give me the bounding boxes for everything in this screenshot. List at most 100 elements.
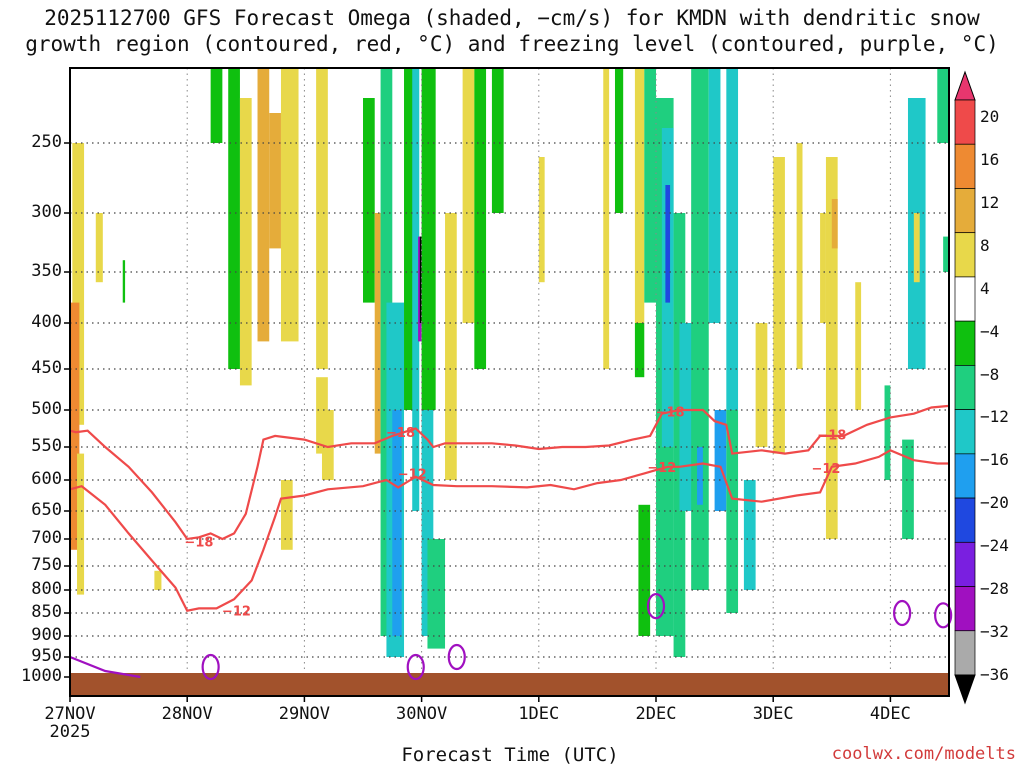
colorbar-label: −32 — [980, 622, 1009, 642]
omega-cell — [913, 213, 920, 283]
colorbar-swatch — [954, 409, 976, 455]
colorbar-label: −36 — [980, 665, 1009, 684]
x-tick-label: 27NOV — [44, 704, 96, 724]
colorbar-label: 16 — [980, 149, 1000, 169]
omega-cell — [374, 213, 381, 454]
omega-cell — [363, 98, 375, 303]
omega-cell — [280, 68, 299, 342]
freezing-contour — [447, 643, 466, 671]
omega-cell — [154, 570, 162, 590]
chart-title-line2: growth region (contoured, red, °C) and f… — [25, 32, 999, 56]
colorbar-swatch — [954, 365, 976, 410]
colorbar-label: 12 — [980, 192, 1000, 212]
omega-cell — [614, 68, 624, 213]
omega-cell — [943, 236, 949, 272]
omega-cell — [796, 143, 803, 369]
colorbar-swatch — [954, 497, 976, 543]
omega-cell — [321, 410, 334, 480]
x-tick-sublabel: 2025 — [49, 722, 91, 742]
omega-cell — [392, 410, 402, 636]
omega-cell — [634, 323, 645, 378]
omega-cell — [714, 410, 727, 511]
omega-cell — [269, 113, 281, 249]
colorbar-swatch — [954, 630, 976, 676]
omega-cell — [77, 453, 85, 595]
colorbar-label: 4 — [980, 278, 990, 298]
colorbar-label: −24 — [980, 536, 1009, 556]
x-tick-label: 30NOV — [396, 704, 448, 724]
freezing-contour — [406, 653, 425, 681]
omega-cell — [708, 68, 721, 323]
y-tick-label: 750 — [31, 555, 62, 575]
colorbar-swatch — [954, 320, 976, 366]
colorbar-label: 8 — [980, 235, 990, 255]
chart-title-line1: 2025112700 GFS Forecast Omega (shaded, −… — [44, 6, 980, 30]
omega-cell — [491, 68, 504, 213]
contour-label: −18 — [386, 426, 415, 441]
omega-cell — [427, 539, 446, 649]
colorbar-swatch — [954, 541, 976, 587]
colorbar-top-arrow — [954, 70, 976, 101]
omega-cell — [538, 157, 545, 283]
y-tick-label: 800 — [31, 579, 62, 599]
y-tick-label: 450 — [31, 358, 62, 378]
colorbar-label: 20 — [980, 107, 1000, 126]
contour-line — [69, 404, 950, 541]
colorbar-label: −4 — [980, 321, 1000, 341]
contour-label: −18 — [184, 536, 213, 551]
omega-cell — [421, 68, 436, 410]
colorbar-label: −28 — [980, 579, 1009, 599]
y-tick-label: 600 — [31, 469, 62, 489]
credit-link[interactable]: coolwx.com/modelts — [831, 744, 1016, 764]
colorbar-swatch — [954, 143, 976, 189]
omega-cell — [603, 68, 610, 369]
x-tick-label: 28NOV — [161, 704, 213, 724]
colorbar-label: −16 — [980, 450, 1009, 470]
omega-cell — [726, 410, 739, 613]
omega-cell — [831, 199, 838, 249]
omega-cell — [726, 68, 739, 410]
omega-cell — [638, 504, 651, 636]
x-tick-label: 29NOV — [278, 704, 330, 724]
omega-cell — [70, 302, 80, 550]
y-tick-label: 250 — [31, 132, 62, 152]
omega-cell — [755, 323, 768, 447]
omega-cell — [884, 385, 891, 480]
x-axis-title: Forecast Time (UTC) — [401, 744, 619, 766]
omega-cell — [412, 68, 420, 511]
x-tick-label: 3DEC — [752, 704, 794, 724]
omega-cell — [902, 439, 914, 539]
x-tick-label: 1DEC — [518, 704, 560, 724]
plot-frame — [69, 67, 950, 697]
contour-line — [69, 449, 949, 612]
freezing-contour — [646, 592, 666, 620]
y-tick-label: 950 — [31, 646, 62, 666]
y-tick-label: 550 — [31, 436, 62, 456]
omega-cell — [72, 143, 85, 425]
omega-cell — [419, 236, 422, 323]
omega-cell — [228, 68, 240, 369]
omega-cell — [239, 98, 252, 386]
x-tick-label: 4DEC — [869, 704, 911, 724]
omega-cell — [855, 282, 862, 410]
omega-cell — [257, 68, 270, 342]
omega-cell — [825, 157, 838, 539]
colorbar-swatch — [954, 99, 976, 145]
omega-cell — [474, 68, 487, 369]
y-tick-label: 850 — [31, 602, 62, 622]
contour-label: −18 — [817, 428, 846, 443]
omega-cell — [691, 68, 709, 590]
freezing-contour — [201, 653, 220, 681]
y-tick-label: 700 — [31, 528, 62, 548]
omega-cell — [697, 447, 703, 505]
omega-cell — [773, 157, 785, 454]
contour-label: −18 — [656, 405, 685, 420]
colorbar-swatch — [954, 586, 976, 632]
omega-cell — [280, 480, 293, 550]
omega-cell — [820, 213, 826, 323]
colorbar-label: −8 — [980, 364, 1000, 384]
freezing-contour — [934, 602, 953, 629]
contour-label: −12 — [222, 605, 251, 620]
colorbar-swatch — [954, 453, 976, 499]
